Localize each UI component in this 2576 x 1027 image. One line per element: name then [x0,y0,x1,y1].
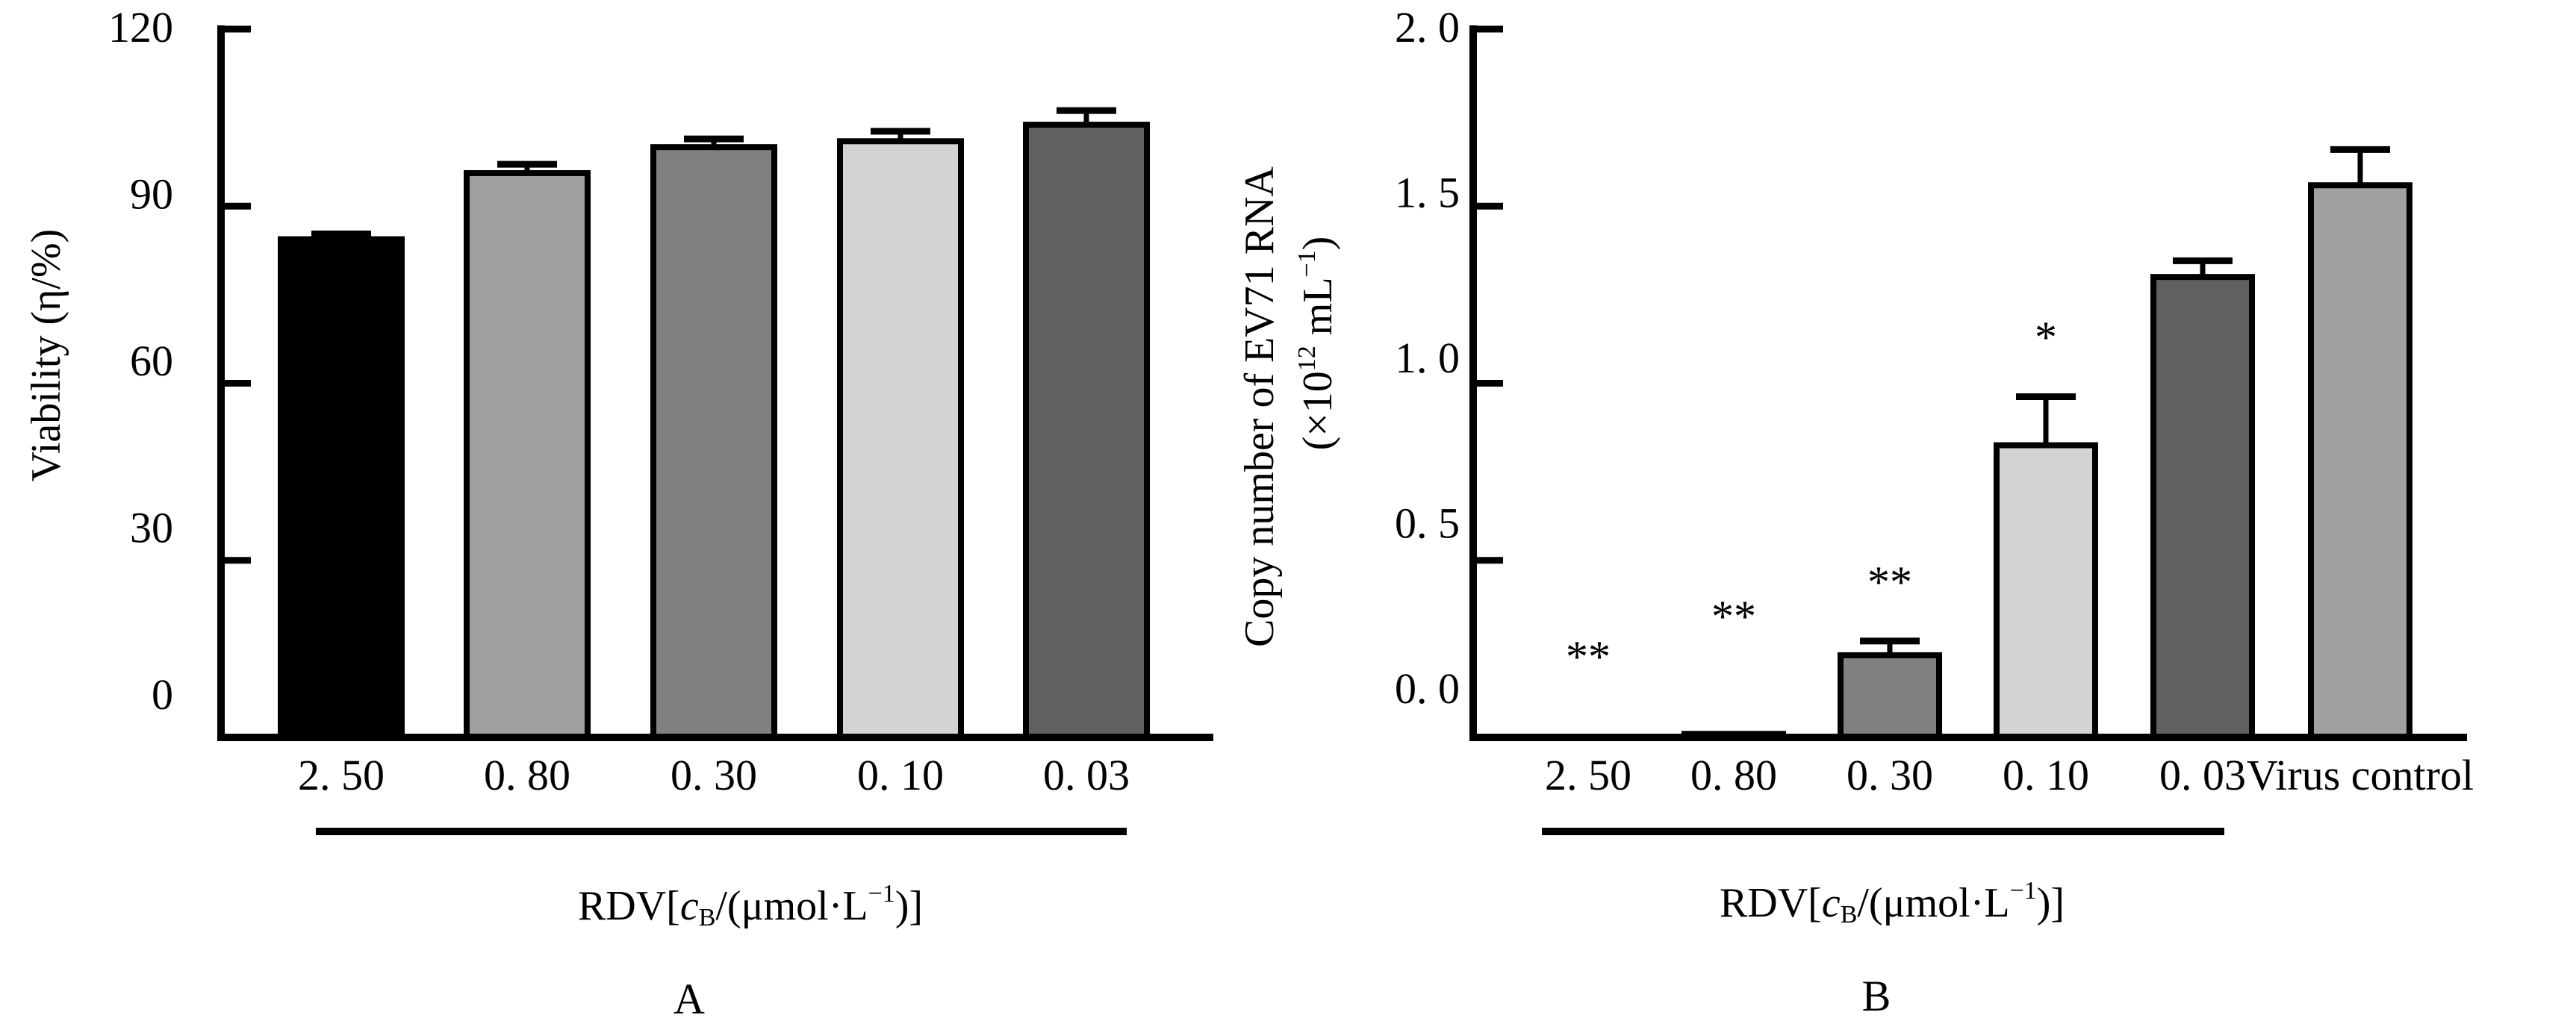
panel-b-y-tick-label-0: 0. 0 [1395,664,1460,713]
panel-b-y-axis-unit-sup2: −1 [1293,250,1321,277]
panel-b-y-axis-unit-mid: mL [1295,277,1341,346]
panel-b-significance-marker-0: ** [1566,632,1611,681]
panel-a-y-tick-label-2: 60 [130,337,173,385]
panel-a-x-tick-labels: 2. 50 0. 80 0. 30 0. 10 0. 03 [298,751,1130,799]
panel-b-y-tick-label-2: 1. 0 [1395,334,1460,382]
panel-a-x-tick-label-0: 2. 50 [298,751,385,799]
panel-b-axes [1469,25,2467,741]
panel-b-y-tick-label-4: 2. 0 [1395,3,1460,51]
panel-b-significance-marker-3: * [2035,313,2057,362]
panel-a-axes [217,25,1213,741]
panel-a-bar-1 [464,169,591,741]
panel-b-x-axis-title-prefix: RDV[ [1720,880,1822,926]
panel-a-x-tick-label-2: 0. 30 [671,751,757,799]
panel-b-significance-marker-2: ** [1867,558,1912,607]
panel-b-bar-5 [2308,182,2412,740]
panel-b-x-tick-label-4: 0. 03 [2159,751,2246,799]
panel-b-label: B [1862,972,1891,1020]
panel-b-y-tick-labels: 0. 0 0. 5 1. 0 1. 5 2. 0 [1395,3,1460,713]
panel-b-bar-3 [1994,442,2098,740]
panel-a-y-tick-labels: 0 30 60 90 120 [108,3,173,719]
panel-b-x-tick-label-1: 0. 80 [1690,751,1777,799]
panel-a-x-axis-title: RDV[cB/(μmol·L−1)] [578,880,923,931]
panel-a-x-axis-title-sup: −1 [868,880,895,908]
panel-b-y-axis-title-line1: Copy number of EV71 RNA [1236,166,1283,647]
panel-a-bar-3 [837,138,964,740]
panel-b-x-tick-label-3: 0. 10 [2003,751,2089,799]
panel-a-x-tick-label-1: 0. 80 [484,751,570,799]
panel-a-x-axis-title-c: c [680,883,699,929]
panel-b-significance-markers: ******* [1566,313,2057,681]
panel-a-x-axis-title-mid: /(μmol·L [715,883,868,929]
panel-a-bar-2 [650,144,777,740]
panel-a-y-tick-label-0: 0 [152,670,173,719]
panel-a-bar-0 [278,236,405,740]
panel-b-x-axis-title-suffix: )] [2037,880,2065,926]
panel-b-chart: 0. 0 0. 5 1. 0 1. 5 2. 0 2. 50 0. 80 0. 30 0. 1… [1236,3,2474,1020]
panel-b-x-tick-label-5: Virus control [2247,751,2474,799]
panel-b-y-tick-label-1: 0. 5 [1395,499,1460,548]
panel-b-y-tick-label-3: 1. 5 [1395,169,1460,217]
panel-b-x-tick-label-0: 2. 50 [1545,751,1631,799]
panel-a-label: A [673,975,705,1023]
panel-b-bar-4 [2150,274,2255,740]
panel-a-bars [278,107,1150,741]
panel-a-bar-4 [1023,122,1150,741]
panel-a-x-axis-title-suffix: )] [895,883,923,929]
panel-a-x-tick-label-4: 0. 03 [1043,751,1130,799]
panel-b-bars [1681,146,2412,741]
panel-b-x-axis-title-sup: −1 [2010,877,2037,905]
panel-a-chart: 0 30 60 90 120 2. 50 0. 80 0. 30 0. 10 0. 03 Via… [23,3,1213,1023]
panel-b-y-axis-title-line2: (×1012 mL−1) [1293,237,1341,451]
panel-b-x-axis-title-sub: B [1841,901,1858,928]
panel-b-y-axis-unit-suffix: ) [1295,237,1341,251]
panel-b-x-axis-title-c: c [1822,880,1841,926]
panel-a-y-tick-label-3: 90 [130,170,173,219]
panel-a-y-axis-title: Viability (η/%) [23,229,69,482]
panel-a-y-tick-label-1: 30 [130,504,173,552]
panel-b-x-axis-title-mid: /(μmol·L [1857,880,2009,926]
panel-a-x-tick-label-3: 0. 10 [857,751,944,799]
panel-a-y-tick-label-4: 120 [108,3,173,51]
panel-b-y-axis-unit-sup: 12 [1293,346,1321,371]
panel-b-significance-marker-1: ** [1711,592,1756,641]
panel-b-bar-2 [1838,652,1942,741]
panel-b-x-axis-title: RDV[cB/(μmol·L−1)] [1720,877,2065,928]
panel-b-x-tick-label-2: 0. 30 [1847,751,1933,799]
panel-b-y-axis-unit-prefix: (×10 [1295,371,1341,450]
panel-b-x-tick-labels: 2. 50 0. 80 0. 30 0. 10 0. 03 Virus control [1545,751,2474,799]
panel-a-x-axis-title-prefix: RDV[ [578,883,680,929]
panel-a-x-axis-title-sub: B [699,904,716,931]
